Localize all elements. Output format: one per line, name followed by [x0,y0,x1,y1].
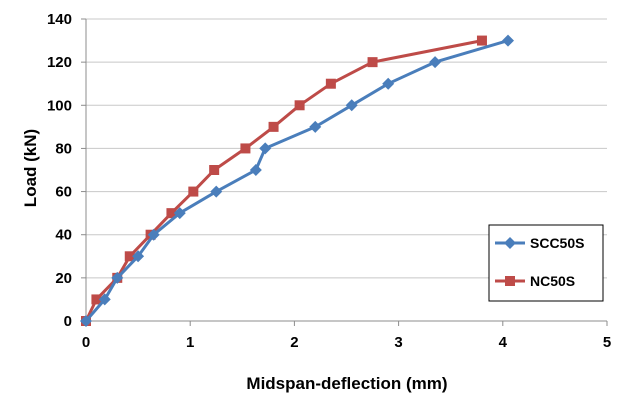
series-nc50s [81,35,487,326]
data-point [124,251,135,262]
data-point [240,143,251,154]
data-point [166,208,177,219]
data-point [476,35,487,46]
data-point [210,185,223,198]
data-point [111,271,124,284]
y-tick-label: 20 [55,270,72,287]
y-tick-labels: 0 20 40 60 80 100 120 140 [47,11,72,330]
data-point [98,293,111,306]
data-point [173,207,186,220]
x-tick-label: 4 [499,334,508,351]
data-point [325,78,336,89]
legend-label: SCC50S [530,235,584,251]
data-point [249,164,262,176]
data-point [268,121,279,132]
data-point [429,56,442,69]
y-tick-label: 60 [55,184,72,201]
legend-item-scc50s: SCC50S [495,235,584,251]
data-point [309,120,322,133]
data-point [259,142,272,155]
y-tick-label: 0 [64,313,72,330]
series-line [84,39,509,322]
y-tick-label: 140 [47,11,72,28]
legend-marker [504,237,516,249]
series-layer [80,34,515,327]
plot-area [81,18,608,326]
legend: SCC50S NC50S [488,224,604,302]
series-scc50s [80,34,515,327]
x-tick-label: 0 [82,334,90,351]
data-point [345,99,358,112]
data-point [382,77,395,90]
x-tick-label: 3 [394,334,402,351]
y-tick-label: 120 [47,54,72,71]
series-line [84,39,483,322]
data-point [209,165,220,175]
legend-box [488,224,604,302]
legend-label: NC50S [530,273,575,289]
legend-marker [505,276,515,286]
x-tick-label: 1 [186,334,194,351]
y-axis-title: Load (kN) [21,129,40,207]
data-point [188,186,199,197]
data-point [367,57,378,68]
x-tick-label: 2 [290,334,298,351]
legend-item-nc50s: NC50S [495,273,575,289]
data-point [147,228,160,241]
x-tick-labels: 0 1 2 3 4 5 [82,334,611,351]
data-point [502,34,515,47]
data-point [294,100,305,111]
data-point [91,294,102,305]
x-tick-label: 5 [603,334,611,351]
data-point [132,250,145,263]
x-axis-title: Midspan-deflection (mm) [246,374,447,393]
y-tick-label: 40 [55,227,72,244]
data-point [80,315,92,327]
y-tick-label: 80 [55,140,72,157]
y-tick-label: 100 [47,97,72,114]
